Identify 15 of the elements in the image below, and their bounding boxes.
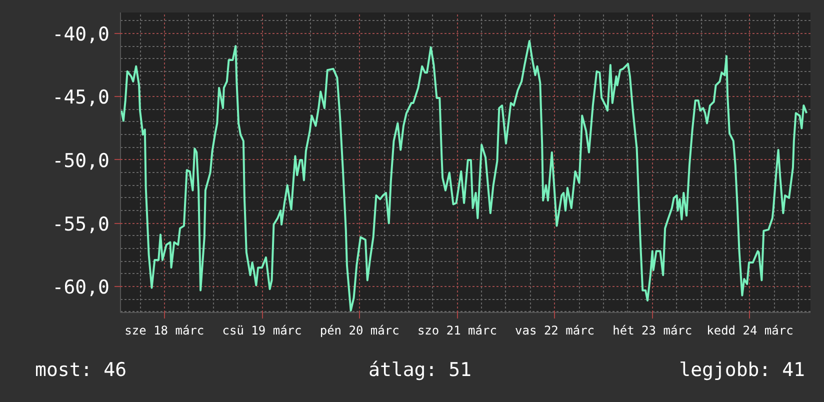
x-tick-label: pén 20 márc [320,324,400,338]
y-tick-label: -55,0 [52,213,110,236]
x-tick-label: csü 19 márc [222,324,302,338]
y-tick-label: -40,0 [52,23,110,46]
x-tick-label: vas 22 márc [515,324,595,338]
x-tick-label: sze 18 márc [124,324,204,338]
y-tick-label: -60,0 [52,276,110,299]
x-tick-label: szo 21 márc [417,324,497,338]
text: átlag: 51 [368,358,472,383]
y-tick-label: -45,0 [52,86,110,109]
x-tick-label: hét 23 márc [612,324,692,338]
text: legjobb: 41 [679,358,805,383]
text: most: 46 [35,358,127,383]
x-tick-label: kedd 24 márc [706,324,794,338]
y-tick-label: -50,0 [52,150,110,172]
